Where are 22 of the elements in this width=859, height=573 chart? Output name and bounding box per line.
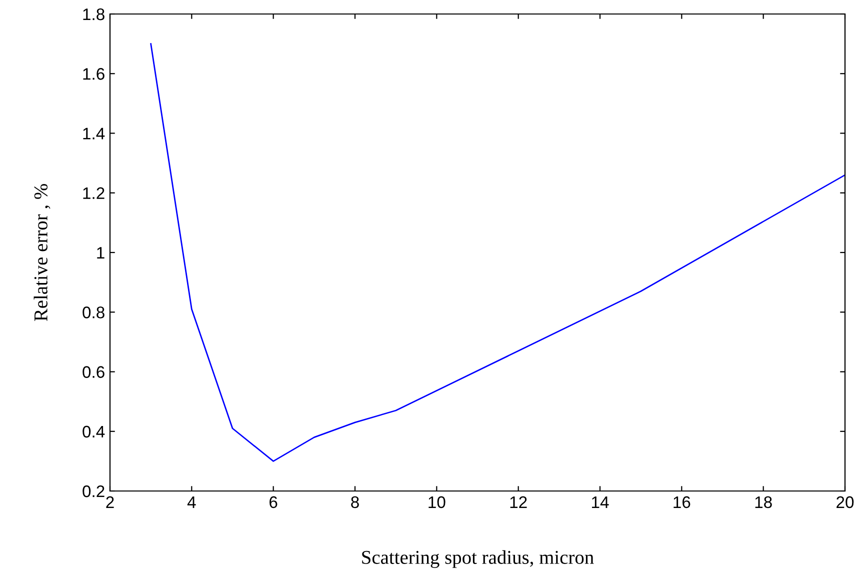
y-tick-label: 1.2 (83, 187, 104, 199)
y-tick-label: 1.8 (83, 8, 104, 20)
y-tick-label: 0.4 (82, 426, 105, 438)
x-tick-label: 20 (836, 496, 854, 508)
y-tick-label: 1.4 (83, 128, 105, 140)
y-tick-label: 1.6 (83, 68, 104, 80)
x-tick-label: 12 (510, 496, 527, 508)
y-tick-label: 1 (97, 247, 104, 259)
line-series (150, 43, 845, 462)
x-tick-label: 10 (428, 496, 446, 508)
y-tick-label: 0.6 (82, 366, 104, 378)
y-tick-label: 0.8 (82, 306, 104, 318)
y-axis-title: Relative error , % (34, 184, 50, 322)
x-tick-label: 14 (592, 496, 609, 508)
x-tick-label: 4 (187, 496, 196, 508)
y-tick-label: 0.2 (82, 485, 104, 498)
x-tick-label: 2 (106, 496, 114, 508)
x-tick-label: 6 (270, 496, 278, 508)
x-tick-label: 18 (755, 496, 772, 508)
x-axis-title: Scattering spot radius, micron (362, 550, 594, 568)
x-tick-label: 16 (674, 496, 690, 508)
x-tick-label: 8 (351, 496, 359, 508)
